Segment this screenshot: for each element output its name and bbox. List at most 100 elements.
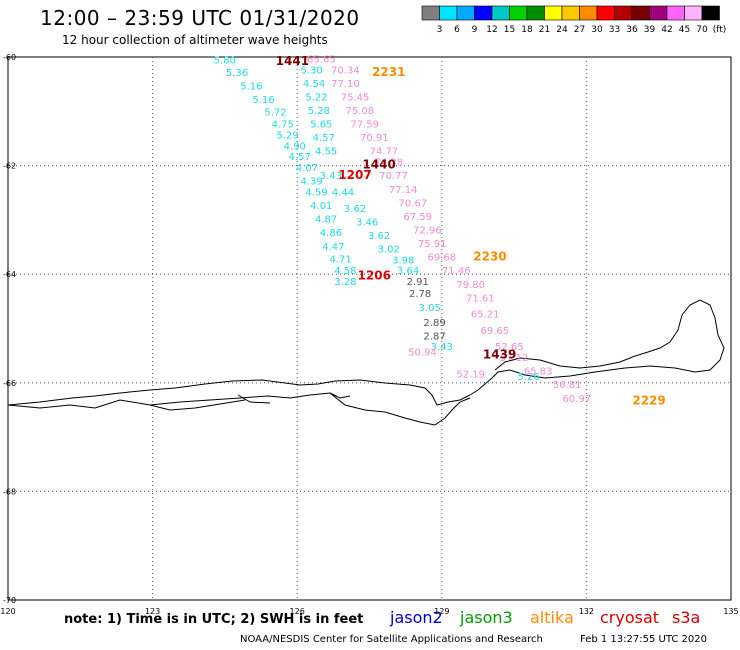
lon-tick-label: 132 xyxy=(579,607,594,616)
colorbar-label: 3 xyxy=(437,25,443,35)
wave-height-value: 70.34 xyxy=(331,65,360,76)
wave-height-value: 5.22 xyxy=(305,92,327,103)
wave-height-value: 75.45 xyxy=(341,92,370,103)
wave-height-value: 77.59 xyxy=(350,120,379,131)
wave-height-value: 65.21 xyxy=(471,310,500,321)
satellite-legend-s3a: s3a xyxy=(672,608,701,627)
wave-height-value: 5.72 xyxy=(264,108,286,119)
wave-height-value: 79.80 xyxy=(456,280,485,291)
lon-tick-label: 135 xyxy=(723,607,738,616)
wave-height-value: 4.57 xyxy=(313,133,335,144)
wave-height-value: 3.64 xyxy=(397,266,419,277)
colorbar-label: 42 xyxy=(661,25,672,35)
wave-height-value: 52.19 xyxy=(456,369,485,380)
wave-height-value: 57.12 xyxy=(500,353,529,364)
wave-height-value: 69.68 xyxy=(427,253,456,264)
pass-time-label: 1440 xyxy=(362,157,395,171)
page-title: 12:00 – 23:59 UTC 01/31/2020 xyxy=(40,6,360,30)
lon-tick-label: 120 xyxy=(0,607,15,616)
colorbar-label: 9 xyxy=(472,25,478,35)
wave-height-value: 4.58 xyxy=(334,266,356,277)
coastline-detail xyxy=(7,392,471,426)
wave-height-value: 3.02 xyxy=(378,244,400,255)
wave-height-value: 5.30 xyxy=(301,65,323,76)
page-subtitle: 12 hour collection of altimeter wave hei… xyxy=(62,33,328,47)
wave-height-value: 3.62 xyxy=(344,204,366,215)
colorbar-label: 36 xyxy=(626,25,638,35)
wave-height-value: 77.14 xyxy=(389,185,418,196)
colorbar-label: 30 xyxy=(591,25,603,35)
wave-height-value: 4.44 xyxy=(332,187,354,198)
wave-height-value: 4.59 xyxy=(305,187,327,198)
timestamp-text: Feb 1 13:27:55 UTC 2020 xyxy=(580,634,707,645)
credit-text: NOAA/NESDIS Center for Satellite Applica… xyxy=(240,634,543,645)
wave-height-value: 3.05 xyxy=(419,303,441,314)
wave-height-value: 2.91 xyxy=(407,277,429,288)
wave-height-value: 4.47 xyxy=(322,242,344,253)
lat-tick-label: -62 xyxy=(3,162,16,171)
wave-height-value: 4.90 xyxy=(284,141,306,152)
wave-height-value: 50.94 xyxy=(408,348,437,359)
satellite-legend-cryosat: cryosat xyxy=(600,608,660,627)
lat-tick-label: -66 xyxy=(3,379,16,388)
lat-tick-label: -60 xyxy=(3,53,16,62)
lon-tick-label: 126 xyxy=(290,607,305,616)
pass-time-label: 2230 xyxy=(473,250,506,264)
wave-height-value: 74.77 xyxy=(370,147,399,158)
wave-height-value: 5.65 xyxy=(310,120,332,131)
wave-height-value: 75.08 xyxy=(346,106,375,117)
wave-height-value: 3.43 xyxy=(431,342,453,353)
wave-height-value: 4.86 xyxy=(320,228,342,239)
wave-height-value: 3.98 xyxy=(392,255,414,266)
colorbar-label: 24 xyxy=(556,25,568,35)
wave-height-value: 4.39 xyxy=(301,177,323,188)
wave-height-value: 70.67 xyxy=(399,198,428,209)
wave-height-value: 2.87 xyxy=(423,331,445,342)
wave-height-value: 4.07 xyxy=(296,163,318,174)
wave-height-value: 5.16 xyxy=(240,82,262,93)
lon-tick-label: 123 xyxy=(145,607,160,616)
wave-height-value: 5.16 xyxy=(252,95,274,106)
colorbar-swatch xyxy=(701,5,720,21)
wave-height-value: 70.91 xyxy=(360,133,389,144)
wave-height-value: 67.59 xyxy=(403,212,432,223)
wave-height-value: 2.78 xyxy=(409,289,431,300)
colorbar-label: 33 xyxy=(609,25,620,35)
wave-height-value: 4.55 xyxy=(315,147,337,158)
wave-height-value: 71.46 xyxy=(442,266,471,277)
wave-height-value: 65.65 xyxy=(307,54,336,65)
wave-height-value: 2.89 xyxy=(423,318,445,329)
wave-height-value: 5.26 xyxy=(517,372,539,383)
wave-height-value: 4.54 xyxy=(303,79,325,90)
wave-height-colorbar: 3 6 9 12 15 18 21 24 27 30 33 36 39 42 45 70 (ft) xyxy=(421,5,726,35)
wave-height-value: 3.28 xyxy=(334,277,356,288)
wave-height-value: 4.01 xyxy=(310,201,332,212)
footer-note: note: 1) Time is in UTC; 2) SWH is in fe… xyxy=(64,612,364,627)
wave-height-value: 70.77 xyxy=(379,171,408,182)
wave-height-value: 5.29 xyxy=(276,130,298,141)
colorbar-label: 39 xyxy=(644,25,656,35)
pass-time-label: 2229 xyxy=(632,394,665,408)
wave-height-value: 4.57 xyxy=(288,152,310,163)
wave-height-value: 75.91 xyxy=(418,239,447,250)
wave-height-value: 71.61 xyxy=(466,293,495,304)
colorbar-label: 15 xyxy=(504,25,515,35)
wave-height-value: 3.62 xyxy=(368,231,390,242)
wave-height-value: 65.83 xyxy=(524,367,553,378)
wave-height-value: 4.71 xyxy=(329,254,351,265)
lat-tick-label: -64 xyxy=(3,270,16,279)
wave-height-value: 72.96 xyxy=(413,225,442,236)
wave-height-value: 3.43 xyxy=(320,171,342,182)
wave-height-value: 4.87 xyxy=(315,215,337,226)
wave-height-value: 3.46 xyxy=(356,217,378,228)
wave-height-value: 60.97 xyxy=(562,394,591,405)
lon-tick-label: 129 xyxy=(434,607,449,616)
satellite-legend-jason2: jason2 xyxy=(390,608,443,627)
wave-height-value: 52.65 xyxy=(495,342,524,353)
wave-height-value: 56.81 xyxy=(553,380,582,391)
wave-height-value: 5.28 xyxy=(308,106,330,117)
pass-time-label: 1207 xyxy=(338,168,371,182)
pass-time-label: 2231 xyxy=(372,65,405,79)
colorbar-label: 12 xyxy=(486,25,497,35)
